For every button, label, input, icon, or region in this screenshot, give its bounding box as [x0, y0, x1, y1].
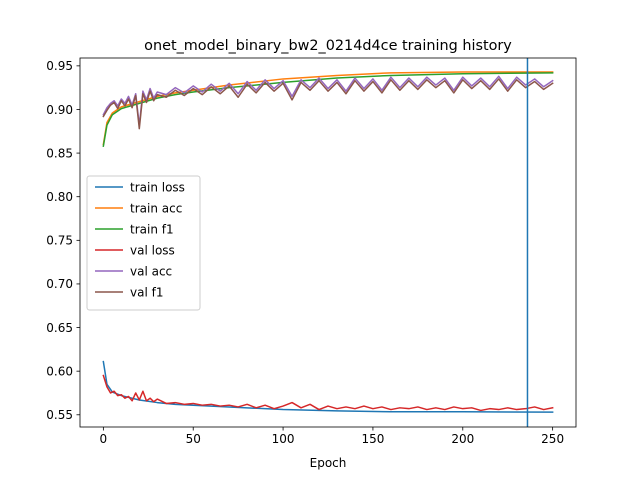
series-line-val-f1 — [102, 78, 554, 130]
series-group — [102, 58, 554, 427]
y-tick-label: 0.60 — [46, 364, 73, 378]
x-tick-label: 100 — [272, 432, 295, 446]
series-line-val-loss — [102, 374, 554, 412]
legend-label-train-loss: train loss — [130, 180, 185, 194]
y-tick-label: 0.95 — [46, 59, 73, 73]
legend-label-val-acc: val acc — [130, 264, 172, 278]
legend-label-train-acc: train acc — [130, 201, 182, 215]
axes-frame — [79, 57, 577, 428]
chart-title: onet_model_binary_bw2_0214d4ce training … — [144, 38, 512, 54]
legend-box — [86, 175, 201, 311]
y-tick-label: 0.80 — [46, 190, 73, 204]
legend-label-train-f1: train f1 — [130, 222, 174, 236]
legend-label-val-loss: val loss — [130, 243, 175, 257]
x-tick-label: 0 — [100, 432, 108, 446]
legend: train loss train acc train f1 val loss val a… — [86, 175, 201, 311]
series-line-train-acc — [102, 71, 554, 146]
y-tick-label: 0.90 — [46, 103, 73, 117]
y-tick-label: 0.70 — [46, 277, 73, 291]
x-tick-label: 250 — [541, 432, 564, 446]
y-tick-label: 0.85 — [46, 146, 73, 160]
y-tick-label: 0.65 — [46, 321, 73, 335]
y-tick-label: 0.55 — [46, 408, 73, 422]
x-tick-label: 50 — [186, 432, 201, 446]
legend-label-val-f1: val f1 — [130, 285, 163, 299]
axes: 0 50 100 150 200 250 0.55 0.60 0.65 0.70 0.75 0.80 0… — [46, 57, 577, 446]
plot-area — [102, 58, 554, 427]
x-tick-label: 150 — [361, 432, 384, 446]
x-tick-label: 200 — [451, 432, 474, 446]
y-tick-label: 0.75 — [46, 234, 73, 248]
x-axis-label: Epoch — [310, 456, 347, 470]
